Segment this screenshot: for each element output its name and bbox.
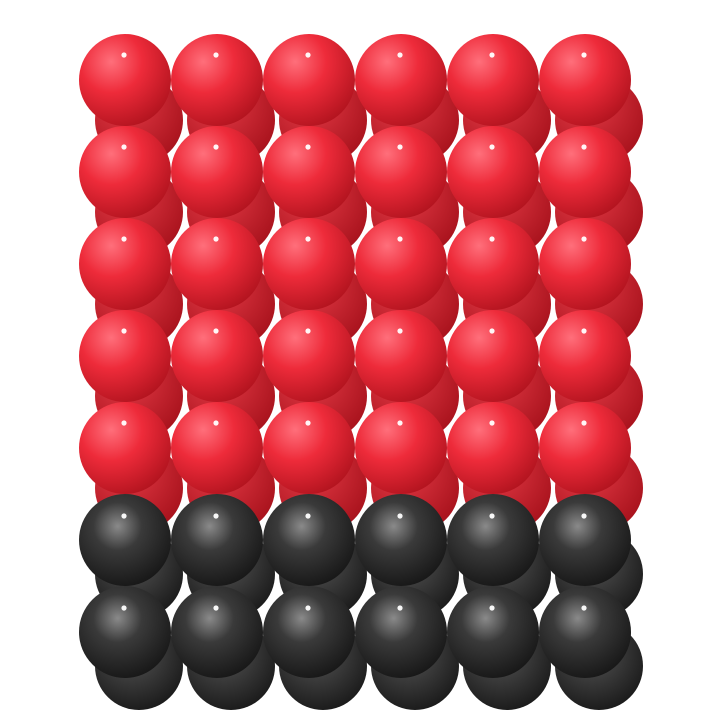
red-atom: [171, 218, 263, 310]
specular-highlight: [121, 236, 127, 242]
red-atom: [539, 402, 631, 494]
specular-highlight: [581, 236, 587, 242]
red-atom: [79, 34, 171, 126]
red-atom: [171, 402, 263, 494]
specular-highlight: [397, 513, 403, 519]
specular-highlight: [121, 513, 127, 519]
red-atom: [263, 310, 355, 402]
specular-highlight: [305, 144, 311, 150]
specular-highlight: [213, 605, 219, 611]
red-atom: [447, 218, 539, 310]
specular-highlight: [581, 420, 587, 426]
specular-highlight: [397, 144, 403, 150]
red-atom: [355, 34, 447, 126]
specular-highlight: [213, 236, 219, 242]
specular-highlight: [489, 605, 495, 611]
red-atom: [539, 34, 631, 126]
red-atom: [355, 310, 447, 402]
specular-highlight: [213, 328, 219, 334]
specular-highlight: [489, 236, 495, 242]
specular-highlight: [397, 605, 403, 611]
specular-highlight: [305, 513, 311, 519]
front-atom-layer: [79, 34, 631, 678]
red-atom: [79, 126, 171, 218]
red-atom: [447, 126, 539, 218]
red-atom: [539, 126, 631, 218]
specular-highlight: [581, 513, 587, 519]
red-atom: [539, 310, 631, 402]
red-atom: [263, 126, 355, 218]
dark-atom: [263, 494, 355, 586]
specular-highlight: [305, 420, 311, 426]
red-atom: [355, 126, 447, 218]
specular-highlight: [121, 605, 127, 611]
red-atom: [79, 310, 171, 402]
specular-highlight: [121, 144, 127, 150]
dark-atom: [355, 586, 447, 678]
red-atom: [263, 218, 355, 310]
red-atom: [355, 402, 447, 494]
red-atom: [355, 218, 447, 310]
specular-highlight: [489, 52, 495, 58]
specular-highlight: [305, 605, 311, 611]
red-atom: [171, 34, 263, 126]
specular-highlight: [213, 52, 219, 58]
red-atom: [79, 402, 171, 494]
dark-atom: [79, 494, 171, 586]
specular-highlight: [581, 328, 587, 334]
specular-highlight: [397, 420, 403, 426]
specular-highlight: [213, 513, 219, 519]
specular-highlight: [489, 513, 495, 519]
red-atom: [171, 310, 263, 402]
red-atom: [447, 310, 539, 402]
specular-highlight: [489, 144, 495, 150]
red-atom: [171, 126, 263, 218]
specular-highlight: [305, 236, 311, 242]
dark-atom: [171, 494, 263, 586]
red-atom: [447, 34, 539, 126]
dark-atom: [447, 494, 539, 586]
specular-highlight: [581, 144, 587, 150]
specular-highlight: [305, 52, 311, 58]
specular-highlight: [305, 328, 311, 334]
specular-highlight: [489, 420, 495, 426]
dark-atom: [539, 586, 631, 678]
specular-highlight: [489, 328, 495, 334]
specular-highlight: [397, 52, 403, 58]
red-atom: [263, 402, 355, 494]
red-atom: [263, 34, 355, 126]
dark-atom: [447, 586, 539, 678]
specular-highlight: [121, 328, 127, 334]
specular-highlight: [213, 420, 219, 426]
dark-atom: [539, 494, 631, 586]
specular-highlight: [581, 605, 587, 611]
red-atom: [539, 218, 631, 310]
specular-highlight: [121, 420, 127, 426]
specular-highlight: [213, 144, 219, 150]
dark-atom: [79, 586, 171, 678]
specular-highlight: [121, 52, 127, 58]
red-atom: [447, 402, 539, 494]
specular-highlight: [397, 236, 403, 242]
red-atom: [79, 218, 171, 310]
dark-atom: [171, 586, 263, 678]
dark-atom: [263, 586, 355, 678]
dark-atom: [355, 494, 447, 586]
specular-highlight: [397, 328, 403, 334]
specular-highlight: [581, 52, 587, 58]
